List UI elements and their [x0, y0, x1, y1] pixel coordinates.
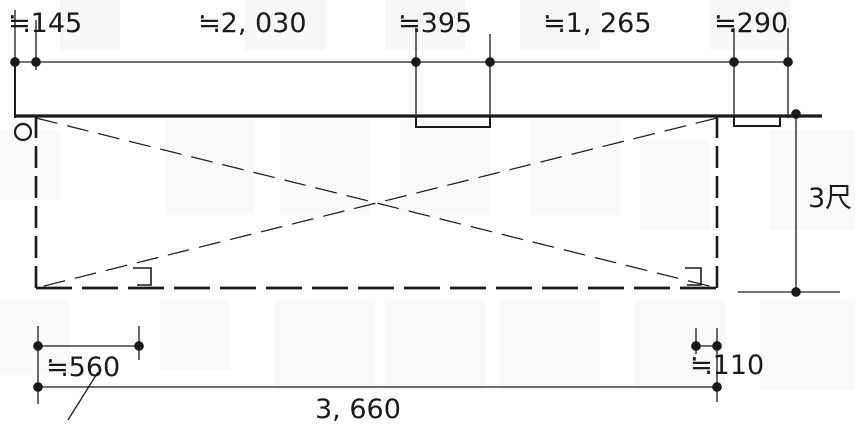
leader-line — [67, 371, 99, 421]
corner-mark-right — [685, 267, 702, 286]
side-dimension-group — [738, 109, 840, 297]
top-dim-dot — [485, 57, 495, 67]
bottom-dim-dot — [134, 341, 144, 351]
dim-label-3shaku: 3尺 — [808, 183, 852, 214]
top-dimension-group — [10, 10, 793, 118]
dim-label-1265: ≒1, 265 — [543, 8, 652, 39]
opening-outline — [34, 116, 719, 290]
dim-label-395: ≒395 — [398, 8, 472, 39]
diagonal-line-a — [35, 117, 718, 289]
wall-group — [13, 62, 822, 142]
side-dim-dot-top — [791, 109, 801, 119]
bottom-dim-dot — [691, 341, 701, 351]
dim-label-290: ≒290 — [714, 8, 788, 39]
watermark-dots-lower — [0, 300, 855, 390]
dim-label-2030: ≒2, 030 — [198, 8, 307, 39]
bottom-dim-dot — [712, 382, 722, 392]
bottom-dim-dot — [33, 382, 43, 392]
bottom-dim-dot — [33, 341, 43, 351]
opening-bracket-290 — [733, 116, 781, 127]
watermark-dots-upper — [0, 0, 855, 230]
hinge-icon — [13, 122, 33, 142]
bottom-dim-dot — [712, 341, 722, 351]
opening-bracket-395 — [415, 116, 491, 128]
top-dim-dot — [729, 57, 739, 67]
top-dim-dot — [411, 57, 421, 67]
dim-label-145: ≒145 — [8, 8, 82, 39]
side-dim-dot-bottom — [791, 287, 801, 297]
top-dim-dot — [783, 57, 793, 67]
diagonal-line-b — [35, 117, 718, 289]
bottom-dimension-group — [33, 326, 722, 421]
dim-label-560: ≒560 — [46, 352, 120, 383]
watermark — [0, 0, 855, 390]
dim-label-110: ≒110 — [690, 350, 764, 381]
corner-mark-left — [133, 267, 152, 286]
dim-label-3660: 3, 660 — [315, 394, 401, 425]
top-dim-dot — [31, 57, 41, 67]
